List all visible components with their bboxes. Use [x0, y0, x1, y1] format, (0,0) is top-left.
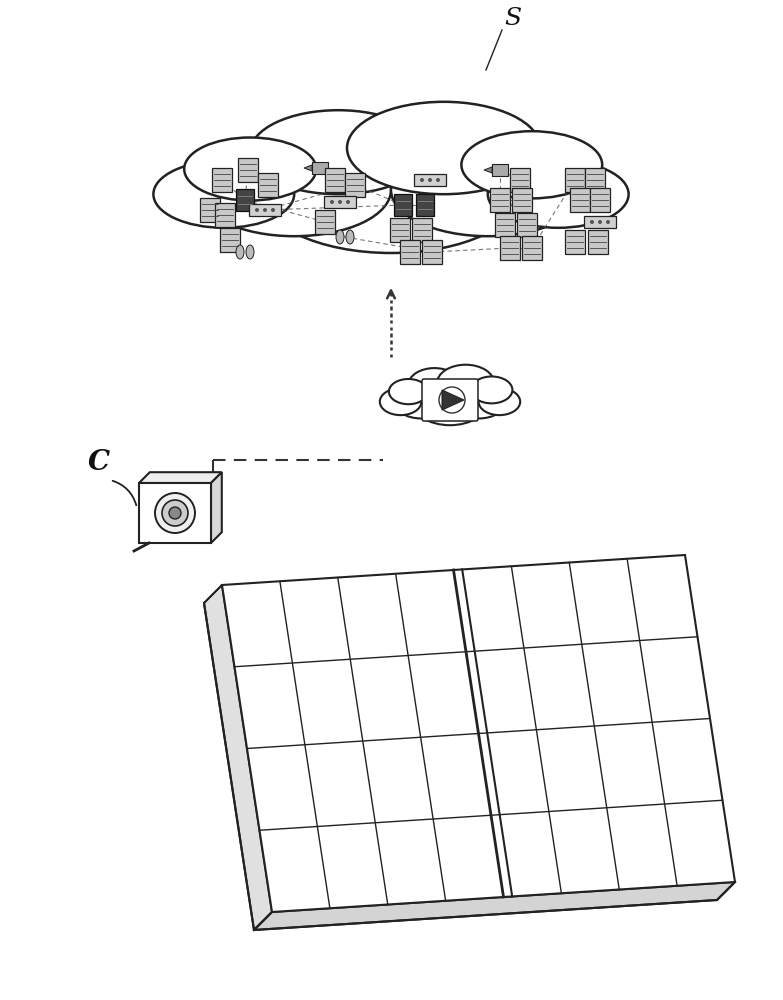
Ellipse shape — [471, 376, 512, 403]
Bar — [315, 210, 335, 234]
Ellipse shape — [259, 127, 523, 253]
Bar — [512, 188, 532, 212]
Bar — [400, 240, 420, 264]
Circle shape — [606, 220, 610, 224]
Polygon shape — [442, 390, 464, 410]
FancyBboxPatch shape — [422, 379, 478, 421]
Polygon shape — [204, 585, 272, 930]
Bar — [200, 198, 220, 222]
Bar — [588, 230, 608, 254]
Ellipse shape — [380, 388, 421, 415]
Ellipse shape — [461, 131, 602, 198]
Bar — [500, 236, 520, 260]
Circle shape — [330, 200, 334, 204]
Bar — [495, 213, 515, 237]
Bar — [249, 204, 281, 216]
Circle shape — [346, 200, 350, 204]
Bar — [345, 173, 365, 197]
Circle shape — [590, 220, 594, 224]
Ellipse shape — [409, 368, 460, 402]
Bar — [565, 230, 585, 254]
Ellipse shape — [391, 144, 585, 236]
Bar — [490, 188, 510, 212]
Bar — [139, 483, 211, 543]
Ellipse shape — [478, 388, 520, 415]
Polygon shape — [211, 472, 222, 543]
Polygon shape — [304, 165, 312, 171]
Ellipse shape — [336, 230, 344, 244]
Circle shape — [598, 220, 602, 224]
Ellipse shape — [389, 379, 428, 404]
Circle shape — [428, 178, 432, 182]
Bar — [492, 164, 508, 176]
Bar — [590, 188, 610, 212]
Bar — [510, 168, 530, 192]
Ellipse shape — [411, 375, 489, 425]
Bar — [324, 196, 356, 208]
Ellipse shape — [251, 110, 426, 194]
Circle shape — [271, 208, 275, 212]
Ellipse shape — [393, 382, 450, 418]
Bar — [212, 168, 232, 192]
Circle shape — [436, 178, 440, 182]
Bar — [390, 218, 410, 242]
Ellipse shape — [450, 382, 507, 418]
Circle shape — [338, 200, 342, 204]
Bar — [517, 213, 537, 237]
Ellipse shape — [197, 144, 391, 236]
Ellipse shape — [437, 365, 494, 402]
Bar — [325, 168, 345, 192]
Ellipse shape — [347, 102, 540, 194]
Bar — [215, 203, 235, 227]
Text: C: C — [88, 449, 110, 476]
Bar — [238, 158, 258, 182]
Bar — [394, 194, 412, 216]
Circle shape — [263, 208, 267, 212]
Ellipse shape — [246, 245, 254, 259]
Circle shape — [162, 500, 188, 526]
Bar — [412, 218, 432, 242]
Polygon shape — [139, 472, 222, 483]
Bar — [570, 188, 590, 212]
Ellipse shape — [236, 245, 244, 259]
Ellipse shape — [184, 137, 316, 200]
Bar — [414, 174, 446, 186]
Ellipse shape — [346, 230, 354, 244]
Bar — [312, 162, 328, 174]
Bar — [416, 194, 434, 216]
Circle shape — [169, 507, 181, 519]
Bar — [565, 168, 585, 192]
Polygon shape — [222, 555, 735, 912]
Bar — [258, 173, 278, 197]
Ellipse shape — [153, 161, 294, 228]
Bar — [422, 240, 442, 264]
Polygon shape — [484, 167, 492, 173]
Ellipse shape — [488, 161, 629, 228]
Bar — [220, 228, 240, 252]
Circle shape — [420, 178, 424, 182]
Bar — [584, 216, 616, 228]
Circle shape — [155, 493, 195, 533]
Bar — [585, 168, 605, 192]
Text: S: S — [504, 7, 521, 30]
Bar — [236, 189, 254, 211]
Polygon shape — [254, 882, 735, 930]
Bar — [522, 236, 542, 260]
Circle shape — [255, 208, 259, 212]
